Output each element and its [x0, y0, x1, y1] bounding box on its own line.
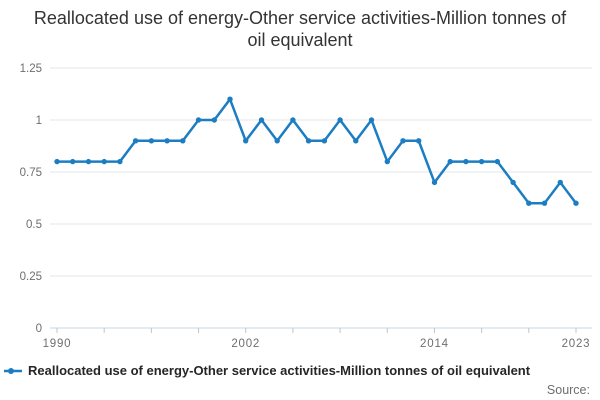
plot-svg: 0 0.25 0.5 0.75 1 1.25 1990 2002 2014 2023 — [20, 63, 592, 350]
data-point[interactable] — [337, 117, 343, 123]
data-point[interactable] — [447, 158, 453, 165]
x-tick-label: 2002 — [231, 338, 260, 350]
data-point[interactable] — [321, 138, 328, 144]
data-point[interactable] — [227, 96, 233, 102]
data-point[interactable] — [180, 138, 186, 144]
data-point[interactable] — [510, 179, 516, 186]
data-point[interactable] — [478, 158, 485, 165]
data-point[interactable] — [431, 179, 438, 186]
data-point[interactable] — [85, 158, 92, 165]
y-tick-label: 0.5 — [26, 219, 42, 231]
x-tick-label: 2014 — [420, 338, 449, 350]
data-point[interactable] — [384, 158, 390, 165]
legend-line-dot-icon — [4, 367, 22, 374]
data-point[interactable] — [416, 138, 422, 144]
data-point[interactable] — [274, 138, 280, 144]
data-point[interactable] — [353, 138, 359, 144]
data-point[interactable] — [290, 117, 296, 123]
y-tick-label: 0.25 — [20, 271, 42, 283]
data-line[interactable] — [57, 96, 577, 205]
data-point[interactable] — [494, 158, 501, 165]
data-point[interactable] — [132, 138, 139, 144]
data-point[interactable] — [526, 200, 532, 206]
legend[interactable]: Reallocated use of energy-Other service … — [3, 363, 598, 378]
data-point[interactable] — [573, 200, 579, 206]
x-tick-label: 1990 — [43, 338, 72, 350]
x-tick-label: 2023 — [562, 338, 591, 350]
data-point[interactable] — [400, 138, 406, 144]
data-point[interactable] — [117, 158, 123, 165]
data-point[interactable] — [164, 138, 170, 144]
data-point[interactable] — [195, 117, 202, 123]
y-tick-label: 0.75 — [20, 167, 42, 179]
y-tick-label: 1 — [36, 115, 42, 127]
legend-label: Reallocated use of energy-Other service … — [28, 363, 531, 378]
y-tick-label: 1.25 — [20, 63, 42, 75]
data-point[interactable] — [557, 179, 563, 186]
data-point[interactable] — [305, 138, 312, 144]
source-label: Source: — [546, 383, 590, 397]
data-point[interactable] — [258, 117, 265, 123]
data-point[interactable] — [101, 158, 107, 165]
chart-title: Reallocated use of energy-Other service … — [33, 8, 567, 50]
data-point[interactable] — [148, 138, 155, 144]
data-point[interactable] — [70, 158, 76, 165]
data-point[interactable] — [368, 117, 375, 123]
data-point[interactable] — [243, 138, 249, 144]
data-point[interactable] — [463, 158, 469, 165]
data-point[interactable] — [211, 117, 217, 123]
data-point[interactable] — [541, 200, 548, 206]
y-tick-label: 0 — [36, 323, 42, 335]
data-point[interactable] — [54, 158, 60, 165]
